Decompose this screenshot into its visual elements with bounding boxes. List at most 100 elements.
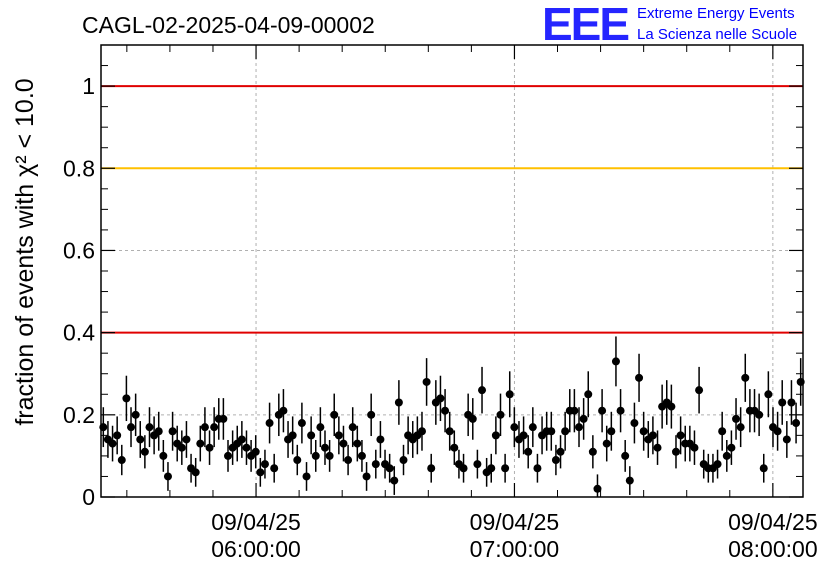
data-point [505, 371, 514, 418]
data-point [648, 416, 657, 455]
data-marker [607, 427, 616, 436]
data-marker [210, 423, 219, 432]
data-marker [330, 410, 339, 419]
data-marker [635, 373, 644, 382]
data-point [159, 439, 168, 472]
eee-logo-mark: EEE [542, 0, 628, 50]
data-marker [279, 406, 288, 415]
data-marker [496, 410, 505, 419]
data-marker [367, 410, 376, 419]
data-marker [191, 468, 200, 477]
data-point [233, 425, 242, 462]
data-point [270, 453, 279, 483]
data-marker [478, 386, 487, 395]
data-marker [445, 427, 454, 436]
data-point [667, 384, 676, 429]
data-point [242, 430, 251, 465]
data-marker [177, 443, 186, 452]
data-point [344, 444, 353, 476]
data-marker [584, 390, 593, 399]
data-point [219, 398, 228, 440]
data-marker [598, 406, 607, 415]
data-marker [320, 443, 329, 452]
data-point [348, 407, 357, 448]
x-tick-time: 07:00:00 [470, 536, 560, 562]
data-marker [792, 419, 801, 428]
data-marker [357, 451, 366, 460]
data-marker [473, 460, 482, 469]
data-point [357, 439, 366, 472]
data-marker [787, 398, 796, 407]
data-point [293, 444, 302, 476]
data-marker [630, 419, 639, 428]
data-marker [556, 447, 565, 456]
data-marker [732, 414, 741, 423]
data-point [200, 407, 209, 448]
data-point [792, 402, 801, 444]
data-point [676, 416, 685, 455]
data-point [431, 380, 440, 425]
data-point [773, 411, 782, 451]
data-marker [205, 443, 214, 452]
data-marker [547, 427, 556, 436]
data-marker [505, 390, 514, 399]
data-point [334, 416, 343, 455]
data-point [778, 380, 787, 425]
data-point [556, 435, 565, 469]
data-point [154, 411, 163, 451]
data-point [284, 421, 293, 458]
data-point [307, 416, 316, 455]
data-point [320, 430, 329, 465]
data-point [588, 435, 597, 469]
data-point [768, 407, 777, 448]
data-marker [524, 447, 533, 456]
data-marker [394, 398, 403, 407]
data-point [662, 380, 671, 425]
data-marker [491, 431, 500, 440]
data-point [150, 416, 159, 455]
data-marker [362, 472, 371, 481]
chart-title: CAGL-02-2025-04-09-00002 [82, 12, 375, 38]
x-tick-date: 09/04/25 [211, 509, 301, 535]
eee-logo-line2: La Scienza nelle Scuole [637, 26, 797, 43]
data-marker [390, 476, 399, 485]
data-marker [307, 431, 316, 440]
data-marker [251, 447, 260, 456]
data-marker [297, 419, 306, 428]
data-point [399, 444, 408, 476]
eee-logo-line1: Extreme Energy Events [637, 5, 795, 22]
data-point [491, 416, 500, 455]
data-point [722, 439, 731, 472]
data-marker [237, 435, 246, 444]
eee-logo: EEE Extreme Energy Events La Scienza nel… [542, 0, 797, 50]
data-point [551, 444, 560, 476]
data-marker [145, 423, 154, 432]
data-marker [621, 451, 630, 460]
data-point [256, 457, 265, 487]
data-point [427, 453, 436, 483]
data-point [145, 407, 154, 448]
data-marker [140, 447, 149, 456]
data-marker [242, 443, 251, 452]
data-point [177, 430, 186, 465]
data-point [330, 393, 339, 437]
data-marker [325, 451, 334, 460]
data-marker [459, 464, 468, 473]
data-marker [575, 423, 584, 432]
data-point [584, 371, 593, 418]
data-point [699, 449, 708, 479]
data-point [417, 411, 426, 451]
data-marker [579, 414, 588, 423]
data-point [510, 407, 519, 448]
data-point [528, 407, 537, 448]
data-marker [196, 439, 205, 448]
data-point [353, 425, 362, 462]
data-marker [339, 439, 348, 448]
data-point [519, 416, 528, 455]
data-marker [422, 377, 431, 386]
data-point [718, 411, 727, 451]
data-marker [593, 484, 602, 493]
data-point [616, 389, 625, 433]
data-marker [293, 456, 302, 465]
